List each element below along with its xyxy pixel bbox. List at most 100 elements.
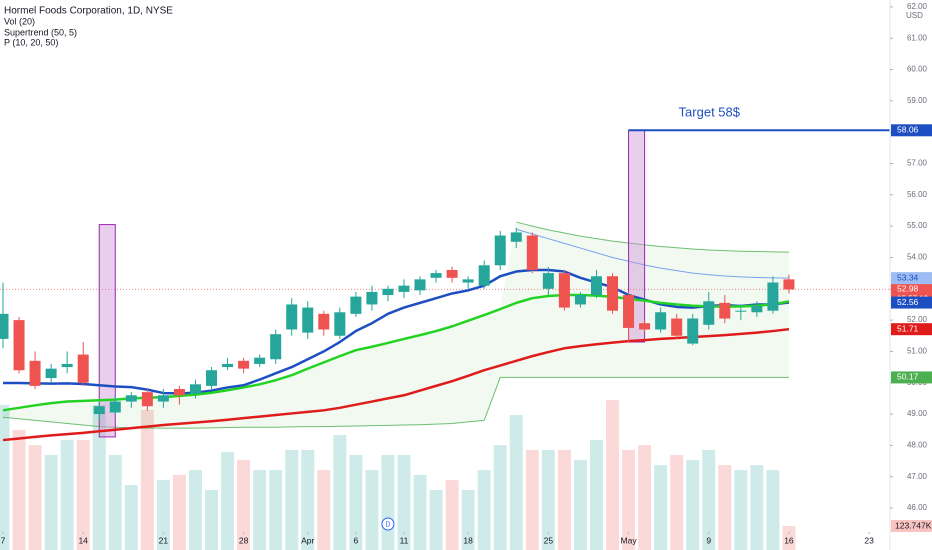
candle-body <box>77 354 89 383</box>
volume-bar <box>734 470 748 550</box>
candle-body <box>623 295 635 328</box>
volume-bar <box>750 465 764 550</box>
volume-bar <box>557 449 571 550</box>
y-tick-label: 54.00 <box>907 253 928 262</box>
volume-bar <box>766 470 780 550</box>
volume-bar <box>413 474 427 550</box>
candle-body <box>382 288 394 296</box>
indicator-label: P (10, 20, 50) <box>4 37 58 47</box>
volume-bar <box>702 449 716 550</box>
price-label: 51.71 <box>897 323 919 333</box>
candle-body <box>687 318 699 344</box>
price-label: 50.17 <box>897 372 919 382</box>
y-tick-label: 57.00 <box>907 159 928 168</box>
candle-body <box>671 318 683 336</box>
candle-body <box>783 279 795 290</box>
channel-fill <box>2 222 789 429</box>
event-marker <box>381 517 395 531</box>
volume-bar <box>44 454 58 550</box>
candle-body <box>93 406 105 415</box>
volume-bar <box>124 485 138 550</box>
candle-body <box>735 310 747 312</box>
candle-body <box>189 384 201 394</box>
volume-bar <box>397 454 411 550</box>
price-label-box <box>891 323 932 336</box>
price-label-box <box>891 124 932 137</box>
candle-body <box>494 235 506 266</box>
volume-bar <box>670 454 684 550</box>
y-tick-label: 56.00 <box>907 190 928 199</box>
volume-bar <box>92 404 106 550</box>
volume-bar <box>365 470 379 550</box>
candle-body <box>125 395 137 402</box>
candle-body <box>318 313 330 330</box>
volume-bar <box>140 409 154 550</box>
volume-label: 123.747K <box>895 520 932 530</box>
x-tick-label: May <box>621 535 638 545</box>
x-tick-label: 7 <box>1 535 6 545</box>
currency-label: USD <box>906 11 923 20</box>
candle-body <box>238 360 250 369</box>
indicator-label: Supertrend (50, 5) <box>4 27 77 37</box>
volume-bar <box>76 440 90 550</box>
price-label: 52.98 <box>897 284 919 294</box>
candle-body <box>526 235 538 270</box>
volume-bar <box>493 445 507 550</box>
volume-bar <box>60 440 74 550</box>
volume-bar <box>172 474 186 550</box>
volume-bar <box>269 470 283 550</box>
y-tick-label: 55.00 <box>907 221 928 230</box>
x-tick-label: 9 <box>706 535 711 545</box>
candle-body <box>286 304 298 330</box>
volume-bar <box>718 465 732 550</box>
candle-body <box>478 265 490 286</box>
indicator-label: Vol (20) <box>4 16 35 26</box>
event-label: D <box>385 521 390 528</box>
x-tick-label: 11 <box>400 535 409 545</box>
volume-bar <box>541 449 555 550</box>
y-tick-label: 47.00 <box>907 472 928 481</box>
y-tick-label: 61.00 <box>907 33 928 42</box>
candle-body <box>462 279 474 283</box>
volume-bar <box>686 460 700 550</box>
y-tick-label: 52.00 <box>907 315 928 324</box>
candle-body <box>350 296 362 314</box>
candle-body <box>173 389 185 396</box>
chart-title: Hormel Foods Corporation, 1D, NYSE <box>4 6 173 17</box>
candle-body <box>254 357 266 364</box>
candle-body <box>414 279 426 291</box>
volume-bar <box>285 449 299 550</box>
volume-bar <box>638 445 652 550</box>
volume-bar <box>525 449 539 550</box>
volume-bar <box>333 434 347 550</box>
price-label: 58.06 <box>897 125 919 135</box>
x-tick-label: 28 <box>239 535 249 545</box>
candle-body <box>302 307 314 333</box>
volume-bar <box>782 526 796 550</box>
volume-bar <box>445 479 459 550</box>
volume-bar <box>12 429 26 550</box>
candle-body <box>590 276 602 296</box>
volume-bar <box>188 470 202 550</box>
y-tick-label: 48.00 <box>907 440 928 449</box>
x-tick-label: 23 <box>864 535 874 545</box>
y-tick-label: 60.00 <box>907 65 928 74</box>
price-label-box <box>891 296 932 309</box>
highlight-box <box>98 224 116 438</box>
price-label: 52.56 <box>897 297 919 307</box>
price-label-box <box>891 371 932 384</box>
candle-body <box>574 295 586 305</box>
volume-bar <box>221 452 235 550</box>
volume-label-box <box>891 520 932 532</box>
volume-bar <box>381 454 395 550</box>
candle-body <box>157 395 169 402</box>
plot-area: Target 58$ D <box>0 105 890 550</box>
channel-middle <box>516 228 789 279</box>
volume-bar <box>156 479 170 550</box>
volume-bar <box>429 490 443 550</box>
x-tick-label: Apr <box>301 535 314 545</box>
volume-bar <box>654 465 668 550</box>
candle-body <box>206 370 218 386</box>
